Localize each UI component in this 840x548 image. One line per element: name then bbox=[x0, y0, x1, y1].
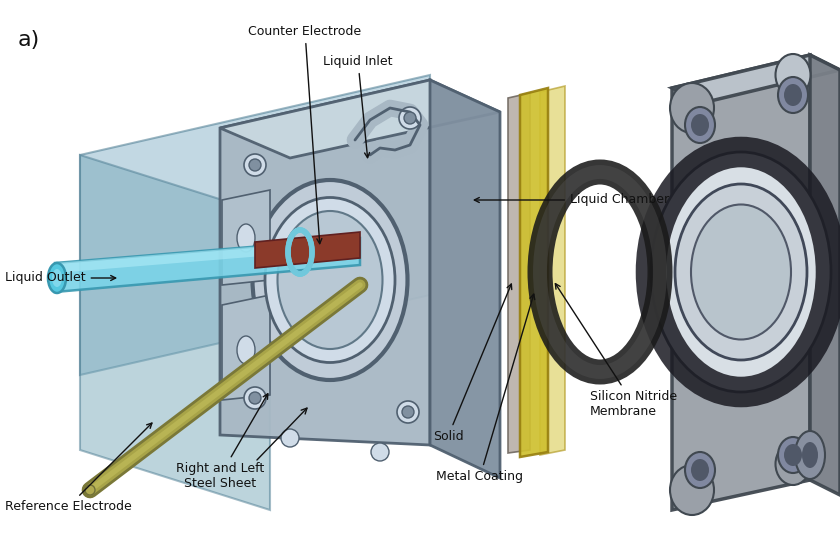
Ellipse shape bbox=[265, 197, 395, 362]
Ellipse shape bbox=[691, 114, 709, 136]
Polygon shape bbox=[80, 155, 270, 510]
Text: Right and Left
Steel Sheet: Right and Left Steel Sheet bbox=[176, 394, 268, 490]
Polygon shape bbox=[255, 232, 360, 268]
Ellipse shape bbox=[404, 112, 416, 124]
Ellipse shape bbox=[237, 224, 255, 252]
Polygon shape bbox=[520, 88, 548, 457]
Polygon shape bbox=[80, 75, 430, 375]
Text: Silicon Nitride
Membrane: Silicon Nitride Membrane bbox=[555, 284, 677, 418]
Text: Liquid Outlet: Liquid Outlet bbox=[5, 271, 116, 284]
Ellipse shape bbox=[784, 444, 802, 466]
Polygon shape bbox=[430, 80, 500, 478]
Polygon shape bbox=[55, 238, 360, 292]
Ellipse shape bbox=[670, 465, 714, 515]
Text: Liquid Chamber: Liquid Chamber bbox=[475, 193, 669, 207]
Ellipse shape bbox=[85, 485, 95, 495]
Ellipse shape bbox=[775, 443, 811, 485]
Ellipse shape bbox=[48, 263, 66, 293]
Ellipse shape bbox=[778, 77, 808, 113]
Ellipse shape bbox=[778, 437, 808, 473]
Ellipse shape bbox=[675, 184, 807, 360]
Ellipse shape bbox=[249, 159, 261, 171]
Text: Reference Electrode: Reference Electrode bbox=[5, 423, 152, 513]
Polygon shape bbox=[220, 80, 500, 158]
Ellipse shape bbox=[802, 442, 818, 468]
Polygon shape bbox=[222, 295, 270, 400]
Polygon shape bbox=[672, 55, 840, 103]
Ellipse shape bbox=[651, 152, 831, 392]
Polygon shape bbox=[810, 55, 840, 495]
Ellipse shape bbox=[237, 336, 255, 364]
Polygon shape bbox=[220, 80, 430, 445]
Ellipse shape bbox=[691, 204, 791, 340]
Ellipse shape bbox=[249, 392, 261, 404]
Text: Counter Electrode: Counter Electrode bbox=[249, 25, 361, 244]
Ellipse shape bbox=[691, 459, 709, 481]
Polygon shape bbox=[540, 86, 565, 455]
Polygon shape bbox=[672, 55, 810, 510]
Ellipse shape bbox=[775, 54, 811, 96]
Ellipse shape bbox=[277, 211, 382, 349]
Ellipse shape bbox=[685, 107, 715, 143]
Ellipse shape bbox=[244, 154, 266, 176]
Ellipse shape bbox=[670, 83, 714, 133]
Polygon shape bbox=[222, 190, 270, 285]
Text: Liquid Inlet: Liquid Inlet bbox=[323, 55, 393, 158]
Ellipse shape bbox=[685, 452, 715, 488]
Text: Solid: Solid bbox=[433, 284, 512, 443]
Polygon shape bbox=[508, 93, 530, 453]
Ellipse shape bbox=[52, 269, 62, 287]
Ellipse shape bbox=[371, 443, 389, 461]
Text: Metal Coating: Metal Coating bbox=[437, 294, 535, 483]
Ellipse shape bbox=[795, 431, 825, 479]
Ellipse shape bbox=[253, 180, 407, 380]
Ellipse shape bbox=[281, 429, 299, 447]
Polygon shape bbox=[55, 238, 360, 273]
Ellipse shape bbox=[397, 401, 419, 423]
Ellipse shape bbox=[402, 406, 414, 418]
Ellipse shape bbox=[784, 84, 802, 106]
Ellipse shape bbox=[244, 387, 266, 409]
Ellipse shape bbox=[399, 107, 421, 129]
Text: a): a) bbox=[18, 30, 40, 50]
